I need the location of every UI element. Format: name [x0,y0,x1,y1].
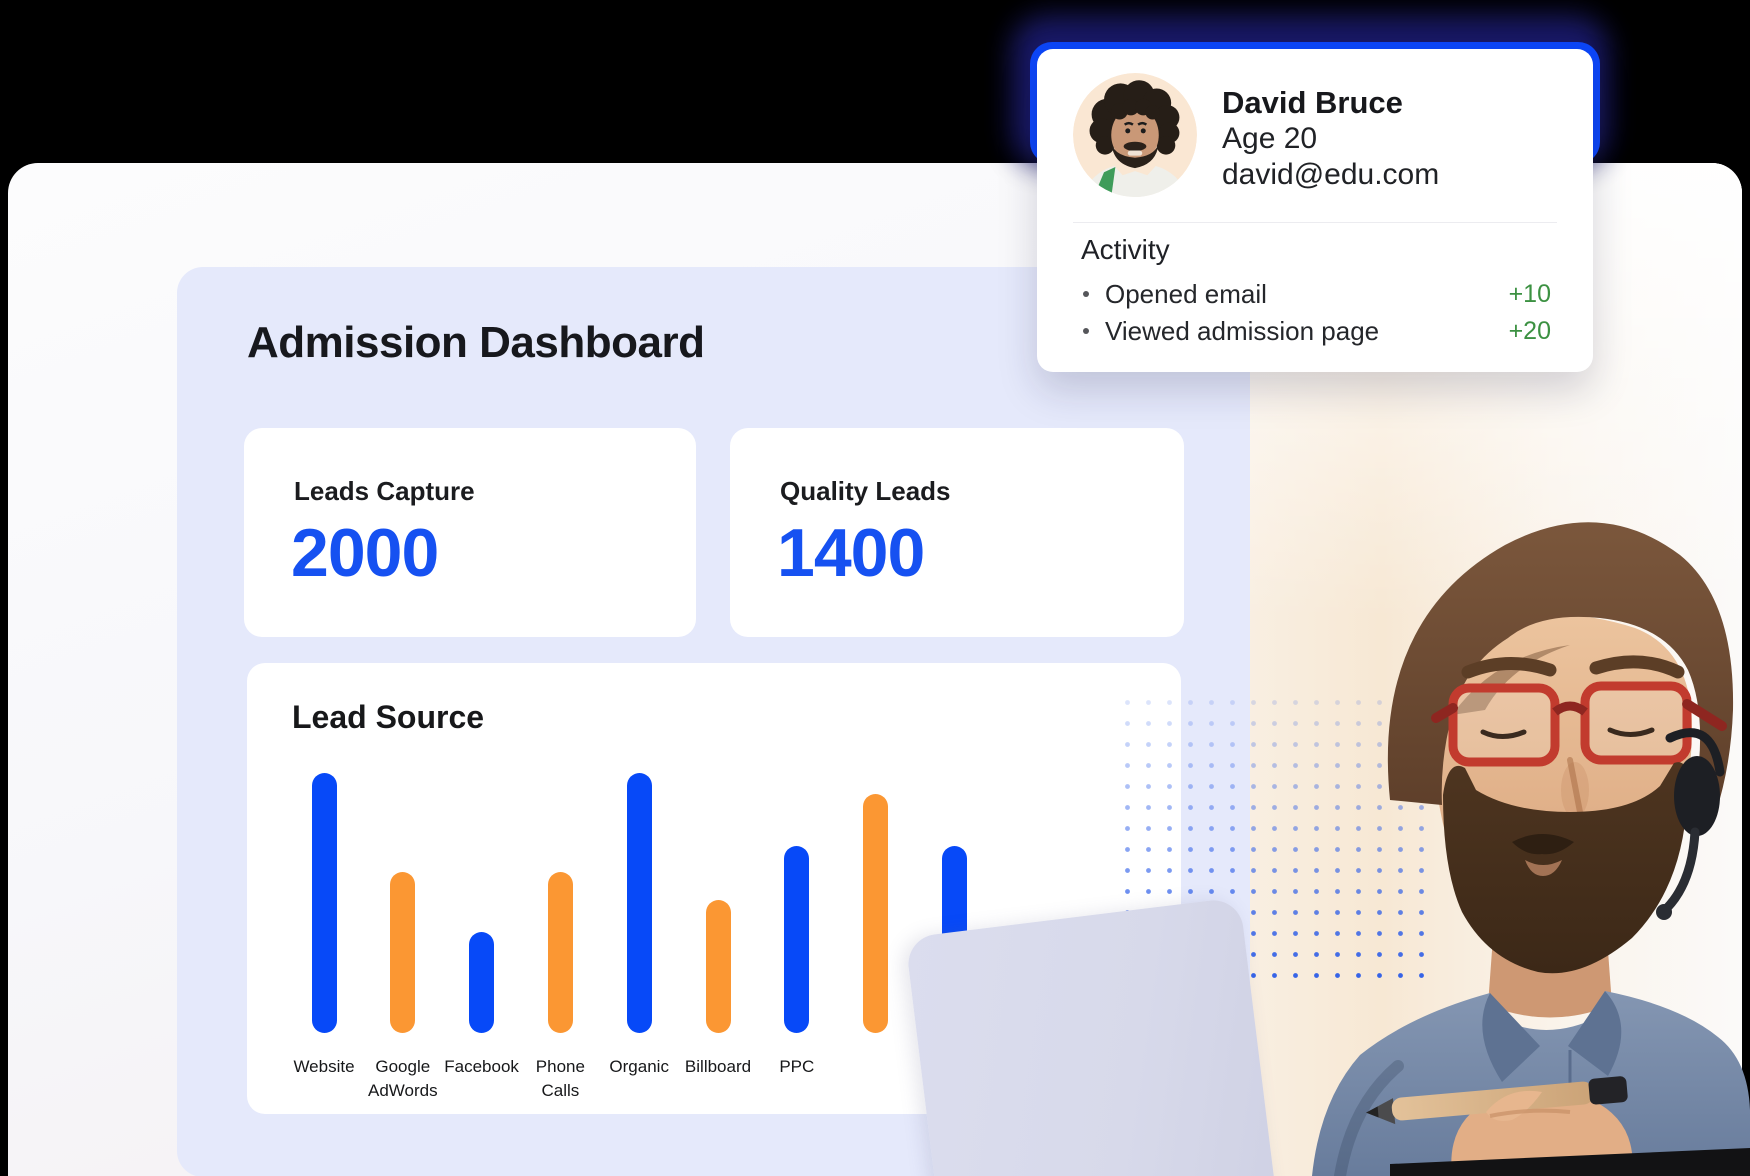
page-title: Admission Dashboard [247,318,705,367]
bar-label: Facebook [444,1057,519,1076]
bar-label: Billboard [684,1057,752,1076]
bar-ppc [784,846,810,1033]
bar-google-adwords [390,872,416,1033]
bar-label: Website [293,1057,355,1076]
bar-label: Organic [609,1057,669,1076]
pen [1366,1076,1628,1125]
student-profile-card: David Bruce Age 20 david@edu.com Activit… [1037,49,1593,372]
man-beard [1443,762,1689,974]
bullet-icon [1083,291,1089,297]
stat-label: Quality Leads [780,476,951,506]
activity-label: Opened email [1105,279,1267,309]
shirt-collar-left [1482,993,1540,1082]
chart-title: Lead Source [292,699,485,735]
profile-age: Age 20 [1222,122,1318,155]
bar-billboard [705,900,731,1033]
laptop-shape [905,896,1280,1176]
divider [1073,222,1557,223]
bar-facebook [469,932,495,1033]
activity-score: +10 [1508,280,1551,308]
avatar [1073,73,1197,197]
profile-name: David Bruce [1222,85,1403,120]
activity-row: Opened email +10 [1081,279,1551,309]
bar-phone-calls [547,872,573,1033]
stat-value: 1400 [777,515,925,591]
bullet-icon [1083,328,1089,334]
stat-value: 2000 [291,515,439,591]
profile-email: david@edu.com [1222,158,1440,191]
bar-hidden-7 [863,794,889,1033]
headset-icon [1656,728,1725,920]
activity-section-title: Activity [1081,234,1170,265]
stat-card-leads-capture: Leads Capture 2000 [244,428,696,637]
man-shirt [1312,991,1750,1176]
profile-identity: David Bruce Age 20 david@edu.com [1222,85,1439,193]
counselor-photo [1312,522,1750,1176]
bar-label: PPC [779,1057,815,1076]
desk-edge [1390,1148,1750,1176]
stat-label: Leads Capture [294,476,475,506]
red-glasses [1431,681,1727,767]
man-hair [1387,522,1734,812]
bar-organic [626,773,652,1033]
activity-row: Viewed admission page +20 [1081,316,1551,346]
shirt-collar-right [1568,991,1622,1076]
bar-label: Google AdWords [367,1057,438,1100]
activity-label: Viewed admission page [1105,316,1380,346]
bar-label: Phone Calls [535,1057,585,1100]
activity-score: +20 [1508,317,1551,345]
stat-card-quality-leads: Quality Leads 1400 [730,428,1184,637]
bar-website [311,773,337,1033]
